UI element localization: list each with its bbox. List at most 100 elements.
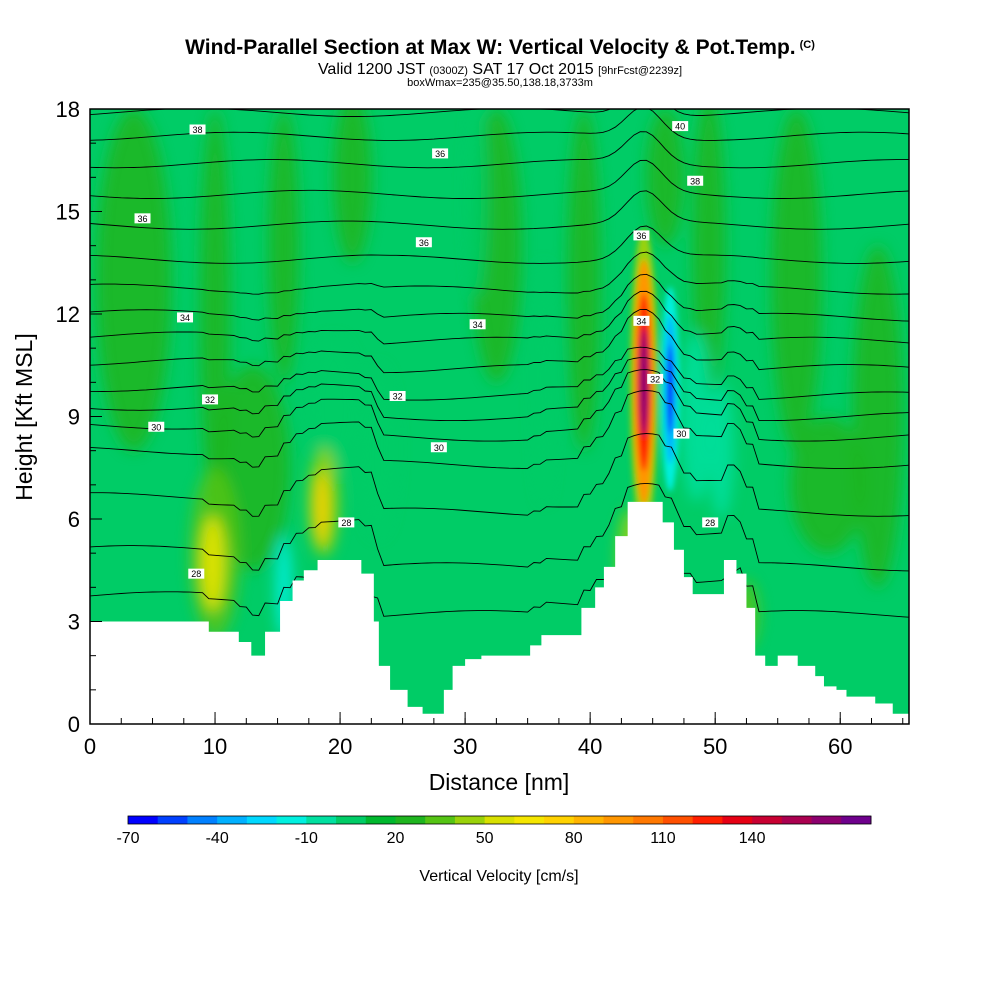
contour-label-box: [672, 121, 689, 132]
x-tick-label: 60: [828, 734, 852, 759]
x-tick-label: 40: [578, 734, 602, 759]
contour-label: 36: [134, 213, 151, 224]
colorbar: -70 -40 -10 20 50 80 110 140: [116, 815, 872, 847]
chart-title-text: Wind-Parallel Section at Max W: Vertical…: [185, 36, 796, 59]
contour-label-box: [188, 568, 205, 579]
contour-label-box: [202, 394, 219, 405]
contour-label-box: [633, 315, 650, 326]
y-tick-label: 6: [68, 507, 80, 532]
velocity-cell: [533, 262, 554, 502]
contour-label-text: 36: [138, 214, 148, 224]
contour-label-text: 34: [636, 316, 646, 326]
theta-contour: [90, 190, 909, 230]
contour-label-box: [430, 442, 447, 453]
velocity-field: [96, 109, 903, 649]
contour-label-text: 32: [393, 392, 403, 402]
contour-label: 30: [430, 442, 447, 453]
colorbar-tick-label: 140: [739, 830, 766, 847]
contour-label: 28: [338, 517, 355, 528]
y-tick-label: 12: [56, 302, 80, 327]
x-tick-label: 50: [703, 734, 727, 759]
x-tick-label: 0: [84, 734, 96, 759]
contour-label-text: 30: [151, 422, 161, 432]
contour-label: 36: [633, 230, 650, 241]
downdraft-level: [667, 344, 674, 434]
x-axis-label: Distance [nm]: [429, 769, 570, 795]
contour-label-text: 38: [193, 125, 203, 135]
velocity-cell: [268, 109, 299, 383]
x-tick-label: 30: [453, 734, 477, 759]
colorbar-swatch: [454, 816, 486, 824]
colorbar-swatch: [603, 816, 634, 824]
contour-label-box: [469, 319, 486, 330]
valid-time-line: Valid 1200 JST (0300Z) SAT 17 Oct 2015 […: [0, 61, 1000, 79]
colorbar-swatch: [425, 816, 456, 824]
contour-label: 28: [702, 517, 719, 528]
updraft-core: [630, 228, 680, 537]
velocity-cell: [200, 515, 226, 612]
contour-label-box: [647, 373, 664, 384]
velocity-cell: [333, 109, 372, 263]
theta-contour: [90, 390, 909, 469]
velocity-cell: [567, 109, 601, 451]
colorbar-swatch: [484, 816, 515, 824]
theta-contour: [90, 357, 909, 422]
theta-contour-labels: 28 28 28 30 30 30 32 32 32 34 34 34 36 36 36 36 38 38 40: [134, 121, 719, 579]
y-tick-label: 0: [68, 712, 80, 737]
colorbar-swatch: [365, 816, 396, 824]
contour-label-box: [702, 517, 719, 528]
colorbar-swatch: [157, 816, 188, 824]
theta-contour: [90, 567, 909, 618]
colorbar-swatch: [841, 816, 872, 824]
colorbar-tick-label: 80: [565, 830, 583, 847]
colorbar-swatch: [276, 816, 307, 824]
contour-label: 38: [189, 124, 206, 135]
theta-contour: [90, 290, 909, 345]
contour-label-text: 38: [690, 176, 700, 186]
colorbar-swatch: [633, 816, 664, 824]
x-tick-label: 10: [203, 734, 227, 759]
contour-label-text: 34: [473, 320, 483, 330]
valid-prefix: Valid 1200 JST: [317, 61, 425, 78]
box-wmax-line: boxWmax=235@35.50,138.18,3733m: [407, 77, 593, 89]
colorbar-swatch: [187, 816, 218, 824]
colorbar-swatch: [662, 816, 694, 824]
contour-label: 38: [687, 175, 704, 186]
y-tick-label: 3: [68, 610, 80, 635]
contour-label-text: 28: [341, 518, 351, 528]
plot-area: 28 28 28 30 30 30 32 32 32 34 34 34 36 36 36 36 38 38 40: [89, 108, 910, 725]
theta-contour: [90, 482, 909, 572]
contour-label: 34: [177, 312, 194, 323]
velocity-cell: [308, 337, 359, 475]
theta-contour: [90, 159, 909, 199]
contour-label-box: [338, 517, 355, 528]
contour-label-box: [134, 213, 151, 224]
contour-label-box: [415, 237, 432, 248]
velocity-cell: [312, 471, 331, 547]
chart-title: Wind-Parallel Section at Max W: Vertical…: [0, 36, 1000, 60]
contour-label: 34: [469, 319, 486, 330]
contour-label-text: 32: [205, 395, 215, 405]
valid-date: SAT 17 Oct 2015: [472, 61, 594, 78]
contour-label-text: 36: [636, 231, 646, 241]
colorbar-label: Vertical Velocity [cm/s]: [419, 868, 578, 885]
contour-label-text: 28: [705, 518, 715, 528]
contour-label: 30: [148, 421, 165, 432]
colorbar-tick-label: -40: [206, 830, 229, 847]
forecast-info: [9hrFcst@2239z]: [598, 65, 683, 77]
velocity-cell: [771, 109, 822, 451]
theta-contour: [90, 308, 909, 374]
contour-label-box: [389, 391, 406, 401]
contour-label-text: 32: [650, 374, 660, 384]
x-axis: 0 10 20 30 40 50 60: [84, 712, 904, 759]
updraft-level: [639, 327, 649, 438]
colorbar-swatch: [336, 816, 367, 824]
x-tick-label: 20: [328, 734, 352, 759]
contour-label-text: 36: [419, 238, 429, 248]
velocity-blobs: [96, 109, 903, 649]
contour-label-box: [673, 428, 690, 439]
y-tick-label: 18: [56, 97, 80, 122]
colorbar-swatch: [692, 816, 723, 824]
colorbar-swatch: [752, 816, 783, 824]
